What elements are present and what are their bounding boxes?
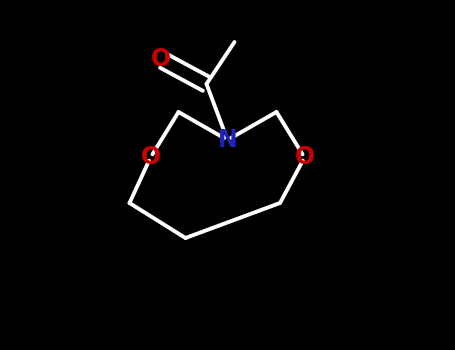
Text: O: O bbox=[151, 48, 171, 71]
Text: O: O bbox=[141, 146, 161, 169]
Text: N: N bbox=[217, 128, 238, 152]
Text: O: O bbox=[294, 146, 314, 169]
